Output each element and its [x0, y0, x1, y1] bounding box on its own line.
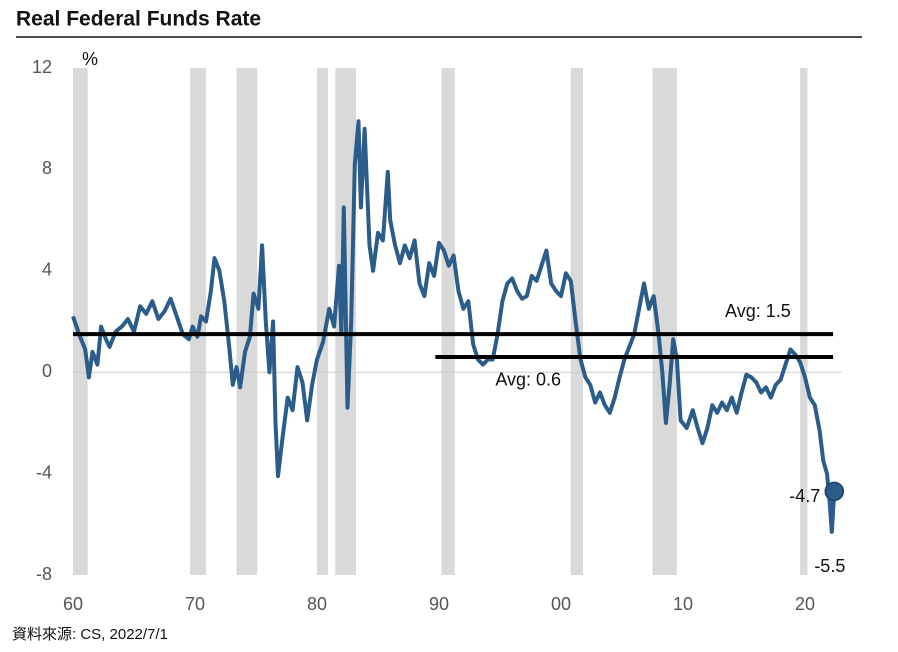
- recession-band: [73, 68, 88, 575]
- recession-band: [317, 68, 328, 575]
- min-label: -5.5: [814, 556, 845, 576]
- source: 資料來源: CS, 2022/7/1: [12, 626, 168, 643]
- end-label: -4.7: [789, 486, 820, 506]
- x-tick-label: 90: [429, 594, 449, 614]
- x-tick-label: 20: [795, 594, 815, 614]
- recession-band: [236, 68, 258, 575]
- x-tick-label: 70: [185, 594, 205, 614]
- y-tick-label: 8: [42, 158, 52, 178]
- x-tick-label: 10: [673, 594, 693, 614]
- end-point: [824, 481, 845, 502]
- x-tick-label: 80: [307, 594, 327, 614]
- recession-band: [441, 68, 455, 575]
- y-tick-label: 0: [42, 361, 52, 381]
- x-tick-label: 00: [551, 594, 571, 614]
- average-label: Avg: 1.5: [725, 301, 791, 321]
- y-tick-label: -4: [36, 462, 52, 482]
- recession-band: [800, 68, 808, 575]
- unit-label: %: [82, 49, 98, 69]
- x-tick-label: 60: [63, 594, 83, 614]
- chart-title: Real Federal Funds Rate: [16, 8, 261, 31]
- y-tick-label: 4: [42, 260, 52, 280]
- y-tick-label: -8: [36, 564, 52, 584]
- rate-line: [71, 119, 837, 534]
- recession-band: [190, 68, 206, 575]
- average-label: Avg: 0.6: [495, 370, 561, 390]
- y-tick-label: 12: [32, 57, 52, 77]
